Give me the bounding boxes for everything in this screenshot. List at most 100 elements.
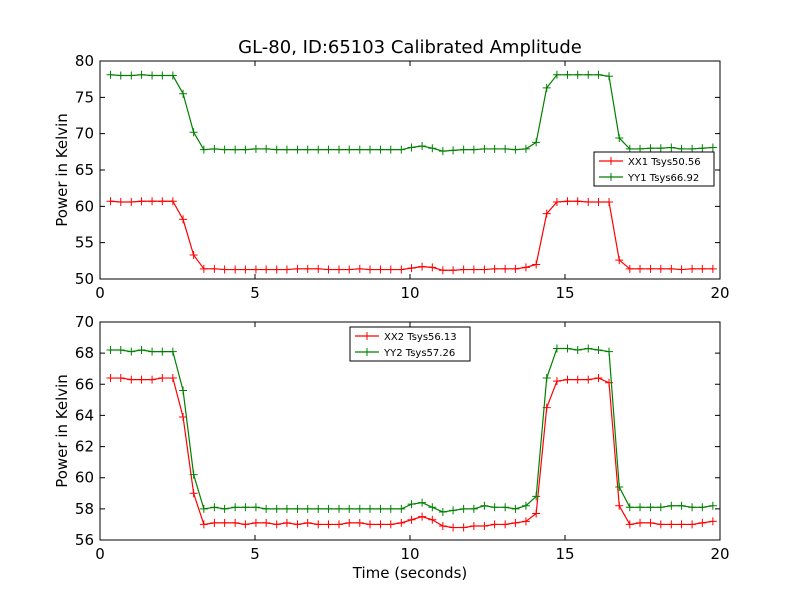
data-point xyxy=(210,518,219,527)
data-point xyxy=(656,520,665,529)
data-point xyxy=(386,265,395,274)
data-point xyxy=(625,520,634,529)
data-point xyxy=(272,145,281,154)
data-point xyxy=(698,503,707,512)
data-point xyxy=(449,523,458,532)
data-point xyxy=(428,515,437,524)
data-point xyxy=(532,492,541,501)
data-point xyxy=(262,265,271,274)
legend-box xyxy=(593,151,715,187)
data-point xyxy=(282,518,291,527)
data-point xyxy=(251,144,260,153)
data-point xyxy=(220,518,229,527)
x-tick-label: 0 xyxy=(95,284,105,302)
data-point xyxy=(688,520,697,529)
data-point xyxy=(438,521,447,530)
data-point xyxy=(148,71,157,80)
y-tick-label: 70 xyxy=(75,313,94,331)
data-point xyxy=(584,375,593,384)
data-point xyxy=(573,70,582,79)
data-point xyxy=(521,517,530,526)
x-tick-label: 15 xyxy=(555,284,574,302)
data-point xyxy=(210,503,219,512)
data-point xyxy=(428,263,437,272)
data-point xyxy=(189,489,198,498)
bottom-y-axis-label: Power in Kelvin xyxy=(53,374,71,488)
data-point xyxy=(199,145,208,154)
data-point xyxy=(314,504,323,513)
data-point xyxy=(532,260,541,269)
data-point xyxy=(231,145,240,154)
y-tick-label: 75 xyxy=(75,88,94,106)
data-point xyxy=(490,144,499,153)
data-point xyxy=(386,145,395,154)
y-tick-label: 60 xyxy=(75,197,94,215)
data-point xyxy=(573,346,582,355)
data-point xyxy=(552,377,561,386)
data-point xyxy=(168,197,177,206)
data-point xyxy=(708,501,717,510)
data-point xyxy=(594,197,603,206)
data-point xyxy=(251,265,260,274)
data-point xyxy=(324,145,333,154)
data-point xyxy=(605,347,614,356)
data-point xyxy=(282,504,291,513)
data-point xyxy=(677,501,686,510)
data-point xyxy=(220,504,229,513)
data-point xyxy=(137,70,146,79)
data-point xyxy=(511,518,520,527)
data-point xyxy=(168,374,177,383)
data-point xyxy=(282,265,291,274)
data-point xyxy=(646,264,655,273)
data-point xyxy=(459,145,468,154)
data-point xyxy=(490,503,499,512)
data-point xyxy=(667,501,676,510)
data-point xyxy=(521,501,530,510)
data-point xyxy=(262,518,271,527)
data-point xyxy=(667,264,676,273)
data-point xyxy=(355,145,364,154)
x-tick-label: 0 xyxy=(95,545,105,563)
data-point xyxy=(251,503,260,512)
y-tick-label: 66 xyxy=(75,375,94,393)
data-point xyxy=(335,504,344,513)
data-point xyxy=(418,498,427,507)
data-point xyxy=(688,264,697,273)
data-point xyxy=(407,515,416,524)
y-tick-label: 55 xyxy=(75,234,94,252)
data-point xyxy=(324,504,333,513)
data-point xyxy=(521,263,530,272)
data-point xyxy=(272,504,281,513)
data-point xyxy=(303,145,312,154)
data-point xyxy=(584,344,593,353)
data-point xyxy=(636,518,645,527)
data-point xyxy=(469,521,478,530)
data-point xyxy=(449,146,458,155)
x-tick-label: 5 xyxy=(250,284,260,302)
legend-marker xyxy=(363,332,371,340)
data-point xyxy=(148,197,157,206)
data-point xyxy=(345,504,354,513)
data-point xyxy=(179,89,188,98)
data-point xyxy=(127,197,136,206)
data-point xyxy=(314,520,323,529)
data-point xyxy=(158,197,167,206)
data-point xyxy=(116,374,125,383)
data-point xyxy=(688,503,697,512)
data-point xyxy=(376,520,385,529)
data-point xyxy=(521,144,530,153)
data-point xyxy=(231,518,240,527)
x-axis-label: Time (seconds) xyxy=(352,564,468,582)
legend-label: XX1 Tsys50.56 xyxy=(628,157,701,168)
y-tick-label: 70 xyxy=(75,125,94,143)
data-point xyxy=(677,520,686,529)
data-point xyxy=(677,265,686,274)
data-point xyxy=(469,504,478,513)
data-point xyxy=(708,517,717,526)
y-tick-label: 68 xyxy=(75,344,94,362)
data-point xyxy=(615,256,624,265)
data-point xyxy=(501,520,510,529)
data-point xyxy=(241,503,250,512)
